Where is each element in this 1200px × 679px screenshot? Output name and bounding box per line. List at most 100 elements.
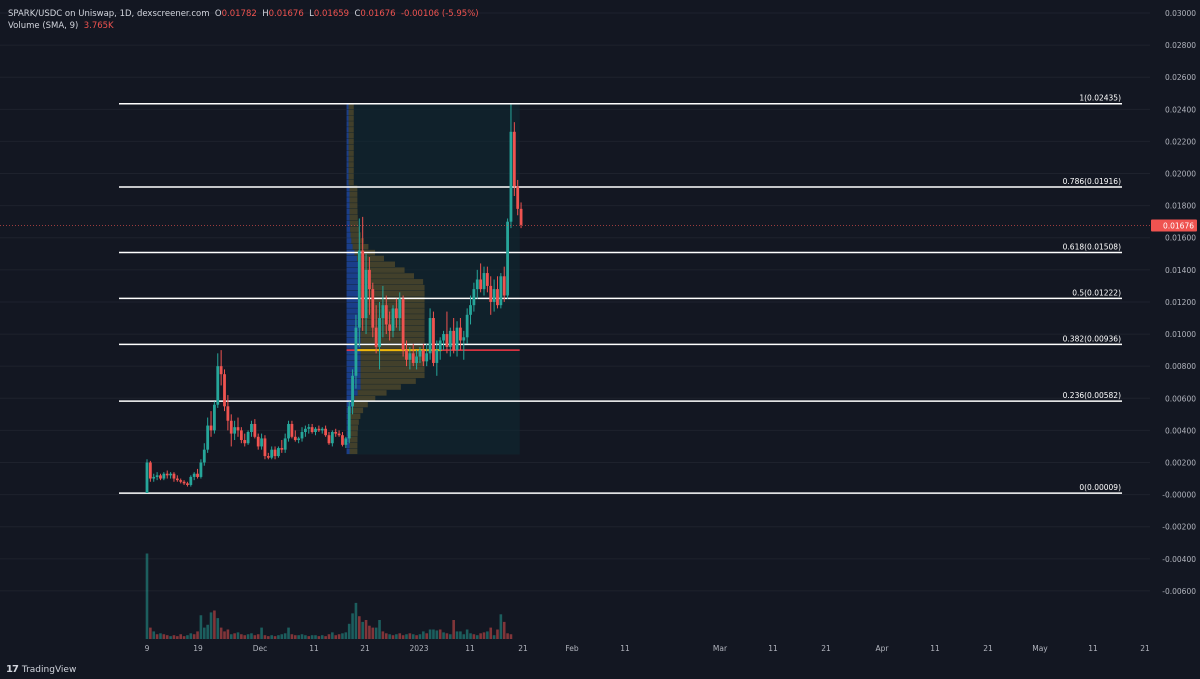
candle-body [324, 428, 328, 436]
candle-body [425, 353, 429, 362]
candle-body [148, 462, 152, 479]
candle-body [280, 448, 284, 450]
volume-bar [297, 635, 300, 639]
candle-body [213, 404, 216, 431]
time-tick-label: 11 [465, 644, 475, 653]
profile-bar-sell [360, 372, 425, 379]
price-tick-label: 0.00200 [1165, 458, 1196, 467]
volume-bar [499, 614, 503, 639]
volume-indicator-value: 3.765K [83, 21, 114, 31]
profile-bar [346, 238, 352, 244]
candle-body [162, 473, 166, 479]
candle-body [489, 285, 493, 302]
volume-bar [442, 632, 445, 639]
candle-body [310, 427, 314, 432]
symbol-title[interactable]: SPARK/USDC on Uniswap, 1D, dexscreener.c… [8, 9, 210, 19]
volume-bar [270, 635, 273, 639]
candle-body [469, 305, 472, 315]
volume-bar [395, 634, 398, 639]
volume-bar [283, 633, 287, 639]
candle-body [519, 208, 523, 225]
candle-body [199, 462, 203, 477]
profile-bar-sell [349, 191, 358, 197]
candle-body [192, 473, 196, 477]
price-tick-label: 0.01200 [1165, 298, 1196, 307]
candle-body [344, 438, 348, 445]
profile-bar-sell [350, 413, 361, 419]
candle-body [243, 440, 247, 444]
candle-body [314, 428, 317, 432]
volume-bar [246, 634, 250, 639]
profile-bar [346, 138, 349, 145]
tradingview-brand[interactable]: 17 TradingView [6, 664, 76, 675]
profile-bar [346, 448, 350, 455]
price-tick-label: 0.03000 [1165, 9, 1196, 18]
profile-bar-sell [349, 214, 358, 221]
volume-bar [273, 636, 277, 639]
candle-body [145, 462, 149, 493]
volume-bar [172, 635, 176, 639]
fibonacci-retracement[interactable]: 1(0.02435) 0.786(0.01916) 0.618(0.01508) 0.… [119, 94, 1122, 494]
candle-body [256, 436, 260, 447]
volume-bar [405, 634, 408, 639]
profile-bar-sell [360, 290, 425, 297]
profile-bar [346, 156, 349, 162]
candle-body [172, 473, 176, 479]
profile-bar [346, 208, 350, 215]
price-tick-label: -0.00600 [1162, 587, 1196, 596]
volume-bar [293, 635, 297, 639]
volume-bar [250, 633, 253, 639]
profile-bar [346, 226, 351, 232]
candle-body [428, 318, 432, 354]
candle-body [327, 435, 331, 444]
candle-body [303, 428, 307, 432]
profile-bar-sell [348, 156, 354, 162]
volume-bar [445, 633, 449, 639]
candle-body [233, 427, 237, 434]
volume-bar [354, 602, 358, 639]
candle-body [452, 330, 456, 351]
time-tick-label: 21 [821, 644, 831, 653]
volume-bar [455, 631, 459, 639]
candlesticks [0, 104, 1150, 493]
volume-indicator-label[interactable]: Volume (SMA, 9) [8, 21, 79, 31]
volume-bar [496, 629, 499, 639]
profile-bar-sell [351, 238, 364, 244]
candle-body [165, 473, 169, 476]
volume-bar [347, 623, 351, 639]
candle-body [334, 431, 338, 434]
volume-bar [475, 635, 479, 639]
candle-body [455, 327, 459, 351]
profile-bar [346, 296, 361, 303]
profile-bar [346, 436, 350, 443]
profile-bar-sell [349, 203, 358, 209]
price-axis[interactable]: 0.03000 0.02800 0.02600 0.02400 0.02200 0.020… [1150, 0, 1200, 652]
candle-body [354, 327, 358, 376]
volume-bar [304, 635, 307, 639]
volume-bar [418, 634, 422, 639]
candle-body [246, 431, 250, 444]
candle-body [159, 475, 162, 479]
candle-body [317, 428, 321, 431]
price-tick-label: 0.01000 [1165, 330, 1196, 339]
candle-body [283, 438, 287, 450]
time-tick-label: Apr [876, 644, 890, 653]
candle-body [341, 435, 344, 445]
candle-body [179, 480, 183, 482]
price-tick-label: -0.00400 [1162, 555, 1196, 564]
candle-body [472, 289, 476, 306]
close-label: C [354, 9, 361, 19]
candle-body [516, 186, 520, 209]
candle-body [260, 438, 263, 447]
profile-bar [346, 302, 361, 308]
profile-bar-sell [349, 425, 359, 431]
candle-body [347, 406, 351, 439]
volume-bar [506, 633, 509, 639]
profile-bar-sell [360, 355, 425, 361]
profile-bar-sell [356, 255, 384, 262]
candle-body [152, 476, 156, 479]
time-axis[interactable]: 9 19 Dec 11 21 2023 11 21 Feb 11 Mar 11 21 Apr 11 21 May… [0, 640, 1200, 679]
profile-bar [346, 360, 361, 367]
volume-bar [307, 636, 311, 639]
